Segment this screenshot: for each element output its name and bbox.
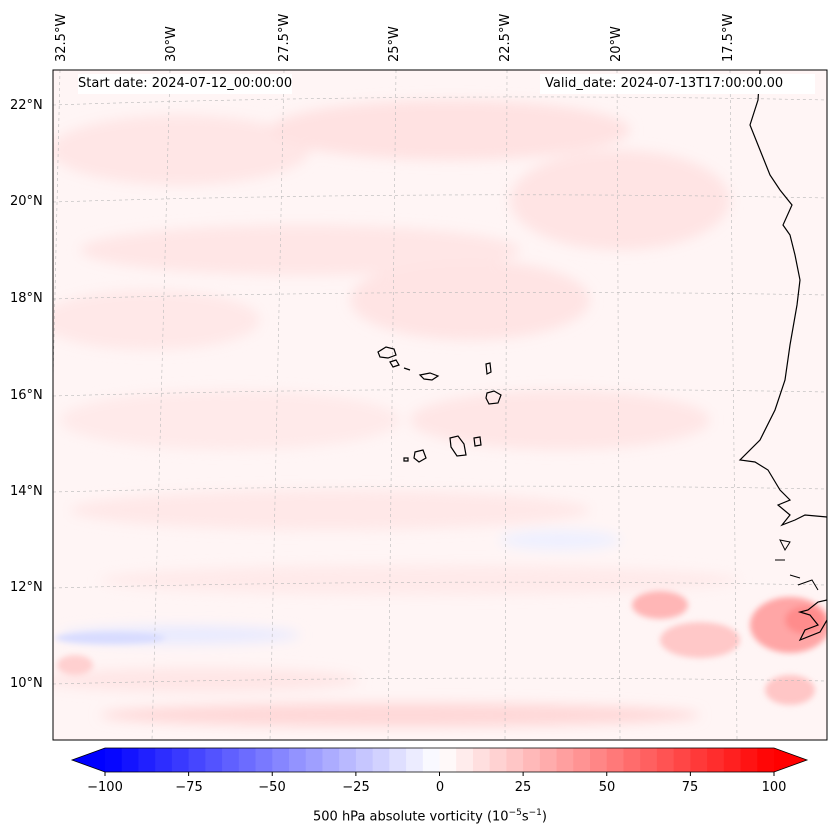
colorbar-segment <box>422 748 440 772</box>
colorbar-tick-neg75: −75 <box>175 780 203 795</box>
colorbar-segment <box>339 748 357 772</box>
colorbar-tick-75: 75 <box>681 780 699 795</box>
lat-label-14n: 14°N <box>10 484 43 499</box>
colorbar-segment <box>155 748 173 772</box>
lon-label-30w: 30°W <box>164 26 179 62</box>
colorbar-segment <box>523 748 541 772</box>
colorbar-segment <box>690 748 708 772</box>
colorbar-segment <box>372 748 390 772</box>
colorbar-extend-low <box>72 748 105 772</box>
colorbar-segment <box>606 748 624 772</box>
colorbar-segment <box>121 748 139 772</box>
colorbar-segment <box>138 748 156 772</box>
colorbar-tick-0: 0 <box>435 780 445 795</box>
lat-label-22n: 22°N <box>10 98 43 113</box>
colorbar-segment <box>406 748 424 772</box>
lon-label-27-5w: 27.5°W <box>277 13 292 62</box>
colorbar-extend-high <box>774 748 807 772</box>
colorbar-tick-neg25: −25 <box>342 780 370 795</box>
colorbar-segment <box>105 748 123 772</box>
lon-label-22-5w: 22.5°W <box>498 13 513 62</box>
valid-date-label: Valid_date: 2024-07-13T17:00:00.00 <box>540 74 815 94</box>
start-date-label: Start date: 2024-07-12_00:00:00 <box>78 74 293 94</box>
lon-label-17-5w: 17.5°W <box>721 13 736 62</box>
colorbar-segment <box>656 748 675 772</box>
vorticity-field <box>53 70 827 740</box>
lat-label-10n: 10°N <box>10 676 43 691</box>
colorbar-tick-25: 25 <box>514 780 532 795</box>
lat-label-20n: 20°N <box>10 194 43 209</box>
colorbar-segment <box>322 748 340 772</box>
colorbar-segment <box>238 748 257 772</box>
cape-verde-islands <box>377 346 502 463</box>
colorbar-segment <box>472 748 491 772</box>
colorbar-segment <box>355 748 374 772</box>
map-frame <box>52 69 828 741</box>
lat-label-18n: 18°N <box>10 291 43 306</box>
colorbar-segment <box>740 748 758 772</box>
colorbar-segment <box>171 748 190 772</box>
colorbar-segment <box>272 748 290 772</box>
colorbar-segment <box>222 748 240 772</box>
colorbar-segment <box>188 748 206 772</box>
colorbar-segment <box>623 748 641 772</box>
colorbar-segment <box>539 748 558 772</box>
colorbar-segment <box>439 748 457 772</box>
colorbar-tick-neg50: −50 <box>258 780 286 795</box>
colorbar-segment <box>288 748 307 772</box>
lat-label-12n: 12°N <box>10 580 43 595</box>
colorbar-segment <box>707 748 725 772</box>
colorbar-segment <box>305 748 323 772</box>
lon-label-20w: 20°W <box>609 26 624 62</box>
colorbar-segment <box>673 748 691 772</box>
colorbar-tick-50: 50 <box>598 780 616 795</box>
colorbar-tick-neg100: −100 <box>87 780 123 795</box>
colorbar-segment <box>205 748 223 772</box>
colorbar-segment <box>389 748 407 772</box>
colorbar-tick-100: 100 <box>761 780 787 795</box>
colorbar-segment <box>573 748 591 772</box>
colorbar-segment <box>640 748 658 772</box>
lon-label-32-5w: 32.5°W <box>54 13 69 62</box>
lon-label-25w: 25°W <box>387 26 402 62</box>
colorbar-segment <box>723 748 742 772</box>
colorbar-segment <box>757 748 775 772</box>
colorbar-segment <box>556 748 574 772</box>
colorbar-label: 500 hPa absolute vorticity (10−5s−1) <box>313 808 547 825</box>
colorbar-segment <box>506 748 524 772</box>
colorbar-segment <box>255 748 273 772</box>
colorbar-segment <box>456 748 474 772</box>
colorbar-segment <box>489 748 507 772</box>
africa-coastline <box>738 70 827 642</box>
colorbar-segment <box>590 748 608 772</box>
lat-label-16n: 16°N <box>10 388 43 403</box>
colorbar <box>70 747 809 776</box>
